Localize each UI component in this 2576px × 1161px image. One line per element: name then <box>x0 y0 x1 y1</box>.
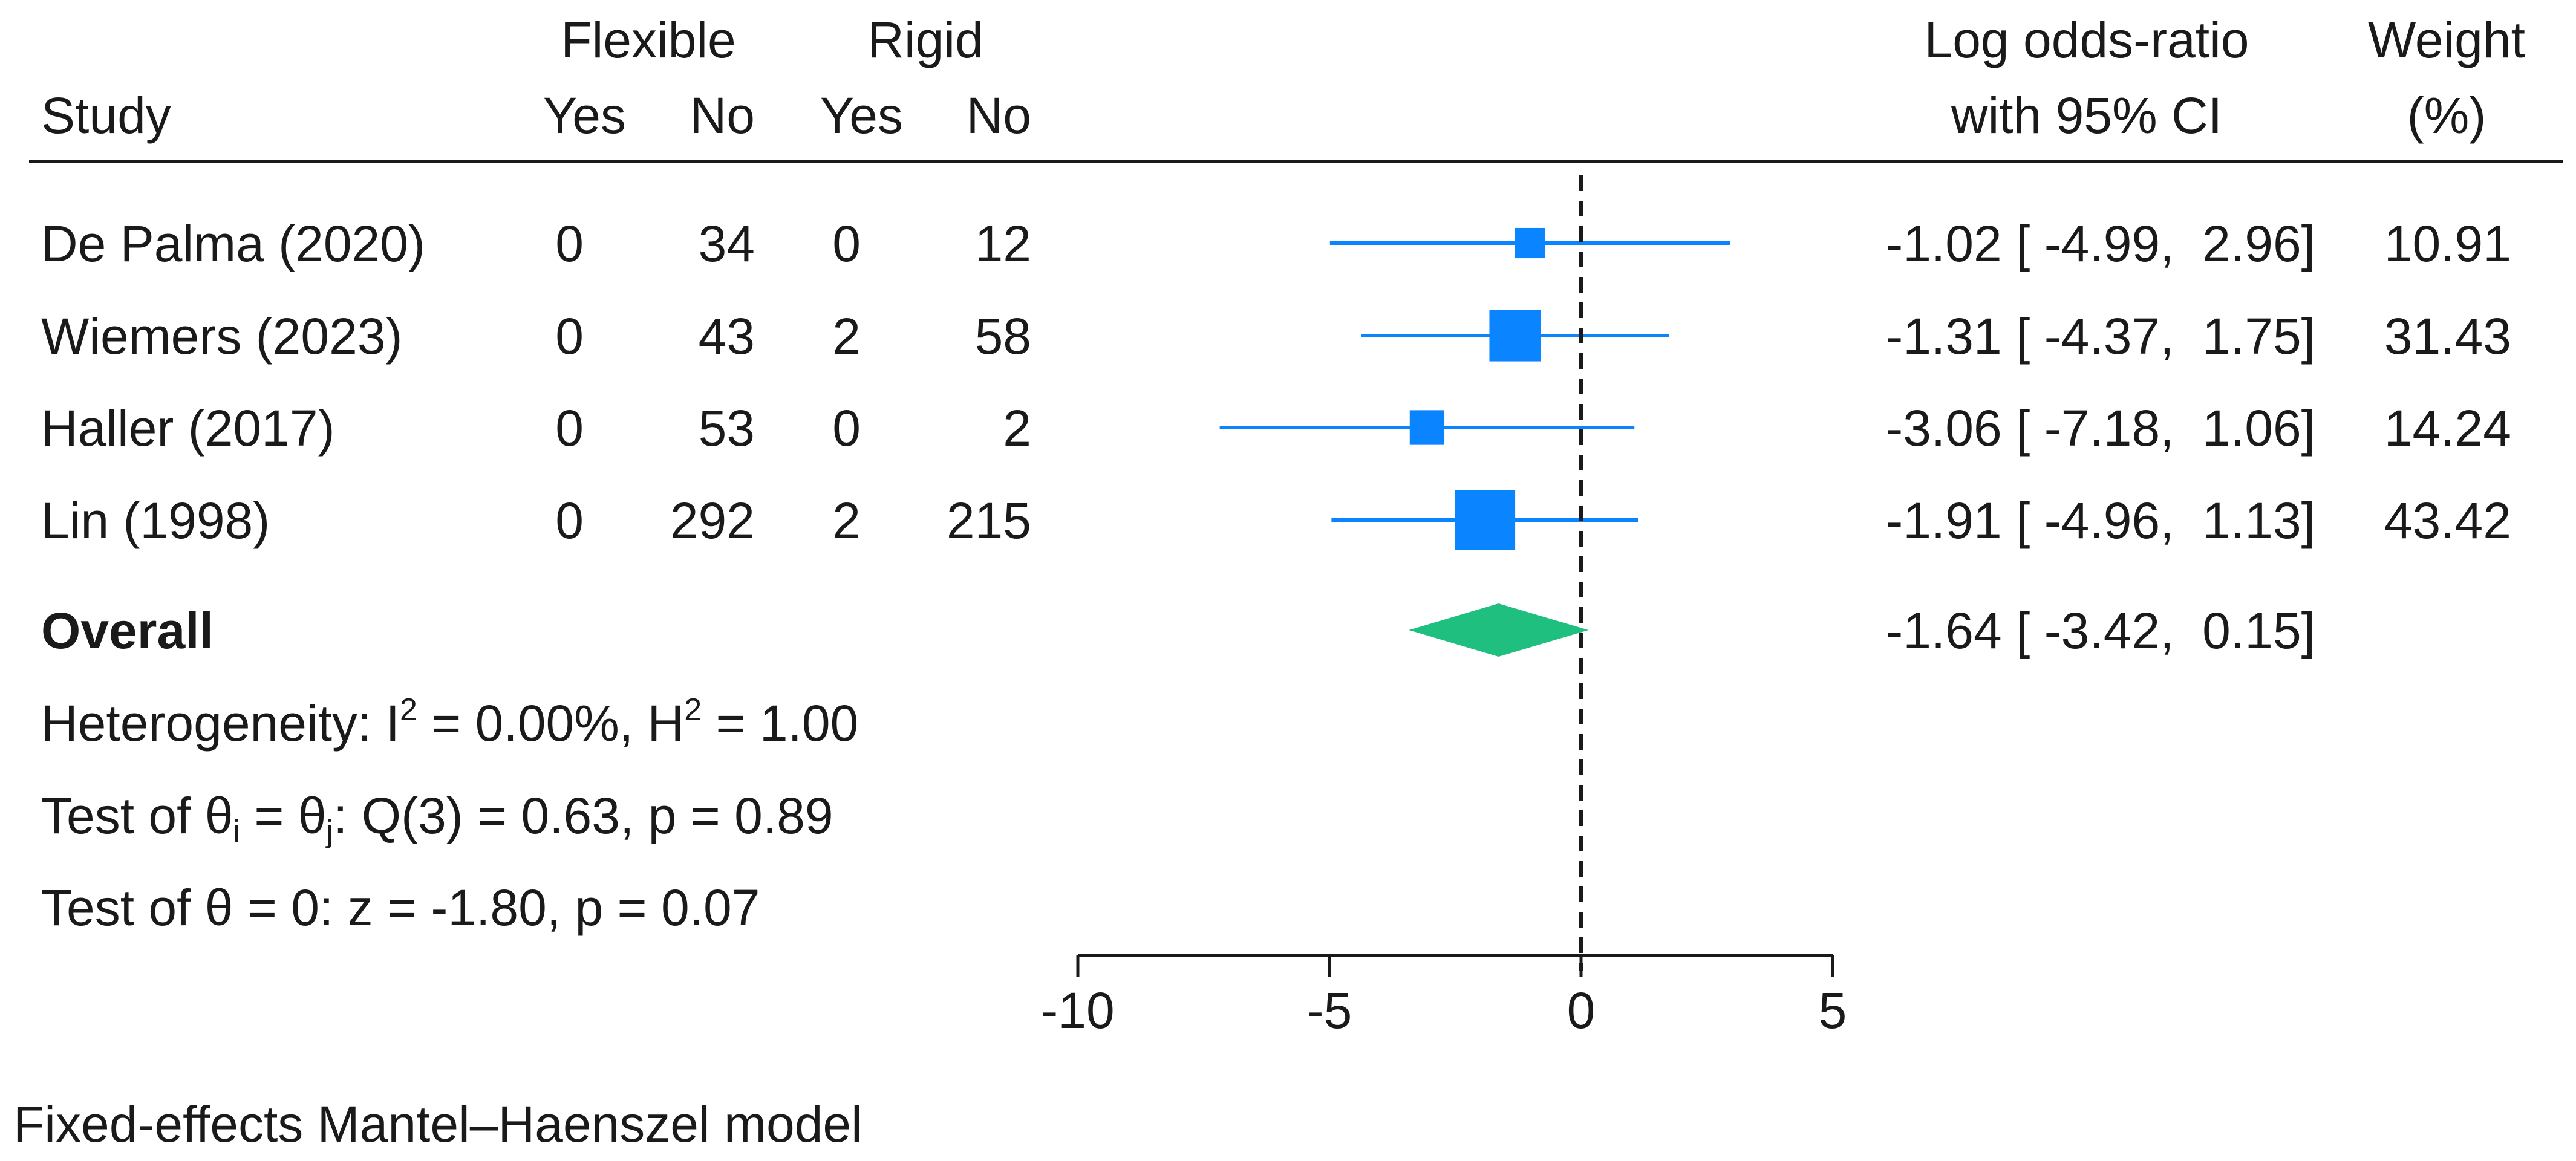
homogeneity-test-text: Test of θi = θj: Q(3) = 0.63, p = 0.89 <box>41 787 833 849</box>
study-ci-text: -3.06 [ -7.18, 1.06] <box>1886 400 2315 457</box>
overall-label: Overall <box>41 602 214 659</box>
study-flex-yes: 0 <box>555 492 584 549</box>
study-marker <box>1409 410 1445 445</box>
heterogeneity-sup1: 2 <box>400 692 417 727</box>
study-flex-yes: 0 <box>555 215 584 272</box>
study-name: Wiemers (2023) <box>41 308 402 365</box>
header-flex-no: No <box>690 87 755 144</box>
x-tick-label: -10 <box>1041 982 1114 1039</box>
study-marker <box>1515 227 1545 259</box>
heterogeneity-text: Heterogeneity: I2 = 0.00%, H2 = 1.00 <box>41 692 858 752</box>
study-rigid-no: 12 <box>975 215 1031 272</box>
study-name: Haller (2017) <box>41 400 335 457</box>
study-flex-yes: 0 <box>555 400 584 457</box>
study-ci-text: -1.31 [ -4.37, 1.75] <box>1886 308 2315 365</box>
study-row: Haller (2017) 0 53 0 2 -3.06 [ -7.18, 1.… <box>41 400 2511 457</box>
heterogeneity-sup2: 2 <box>684 692 702 727</box>
overall-ci-text: -1.64 [ -3.42, 0.15] <box>1886 602 2315 659</box>
homogeneity-sub-i: i <box>233 814 241 849</box>
header-effect-line1: Log odds-ratio <box>1924 11 2249 68</box>
x-tick-label: 0 <box>1567 982 1596 1039</box>
study-row: Wiemers (2023) 0 43 2 58 -1.31 [ -4.37, … <box>41 308 2511 365</box>
study-rigid-no: 2 <box>1003 400 1031 457</box>
study-rigid-no: 215 <box>947 492 1031 549</box>
header-flexible: Flexible <box>561 11 735 68</box>
study-row: Lin (1998) 0 292 2 215 -1.91 [ -4.96, 1.… <box>41 492 2511 549</box>
study-name: Lin (1998) <box>41 492 270 549</box>
zero-test-text: Test of θ = 0: z = -1.80, p = 0.07 <box>41 879 760 936</box>
study-ci-text: -1.91 [ -4.96, 1.13] <box>1886 492 2315 549</box>
study-weight: 43.42 <box>2384 492 2511 549</box>
study-flex-no: 292 <box>670 492 755 549</box>
confidence-intervals <box>1219 241 1730 522</box>
header-study: Study <box>41 87 171 144</box>
study-ci-text: -1.02 [ -4.99, 2.96] <box>1886 215 2315 272</box>
overall-estimate <box>1409 603 1589 657</box>
study-name: De Palma (2020) <box>41 215 425 272</box>
study-row: De Palma (2020) 0 34 0 12 -1.02 [ -4.99,… <box>41 215 2511 272</box>
study-rigid-yes: 2 <box>832 492 861 549</box>
overall-diamond <box>1409 603 1589 657</box>
study-rigid-yes: 0 <box>832 400 861 457</box>
homogeneity-sub-j: j <box>325 814 334 849</box>
x-tick-label: -5 <box>1307 982 1352 1039</box>
study-rigid-no: 58 <box>975 308 1031 365</box>
x-tick-label: 5 <box>1819 982 1847 1039</box>
homogeneity-prefix: Test of θ <box>41 787 233 844</box>
model-note: Fixed-effects Mantel–Haenszel model <box>13 1096 862 1153</box>
study-weight: 14.24 <box>2384 400 2511 457</box>
header-rigid: Rigid <box>867 11 983 68</box>
study-marker <box>1455 490 1516 550</box>
study-rigid-yes: 2 <box>832 308 861 365</box>
header-flex-yes: Yes <box>543 87 626 144</box>
study-markers <box>1409 227 1545 550</box>
study-rigid-yes: 0 <box>832 215 861 272</box>
header-weight-line2: (%) <box>2407 87 2486 144</box>
header-rigid-yes: Yes <box>820 87 903 144</box>
header-rigid-no: No <box>967 87 1031 144</box>
homogeneity-suffix: : Q(3) = 0.63, p = 0.89 <box>333 787 833 844</box>
study-weight: 31.43 <box>2384 308 2511 365</box>
heterogeneity-middle: = 0.00%, H <box>417 695 684 752</box>
study-flex-yes: 0 <box>555 308 584 365</box>
study-flex-no: 34 <box>699 215 755 272</box>
heterogeneity-prefix: Heterogeneity: I <box>41 695 400 752</box>
x-axis: -10 -5 0 5 <box>1041 954 1847 1039</box>
homogeneity-equals: = θ <box>240 787 326 844</box>
header-effect-line2: with 95% CI <box>1951 87 2222 144</box>
study-marker <box>1489 310 1541 362</box>
study-flex-no: 53 <box>699 400 755 457</box>
heterogeneity-suffix: = 1.00 <box>702 695 858 752</box>
header-weight-line1: Weight <box>2368 11 2525 68</box>
study-weight: 10.91 <box>2384 215 2511 272</box>
study-flex-no: 43 <box>699 308 755 365</box>
